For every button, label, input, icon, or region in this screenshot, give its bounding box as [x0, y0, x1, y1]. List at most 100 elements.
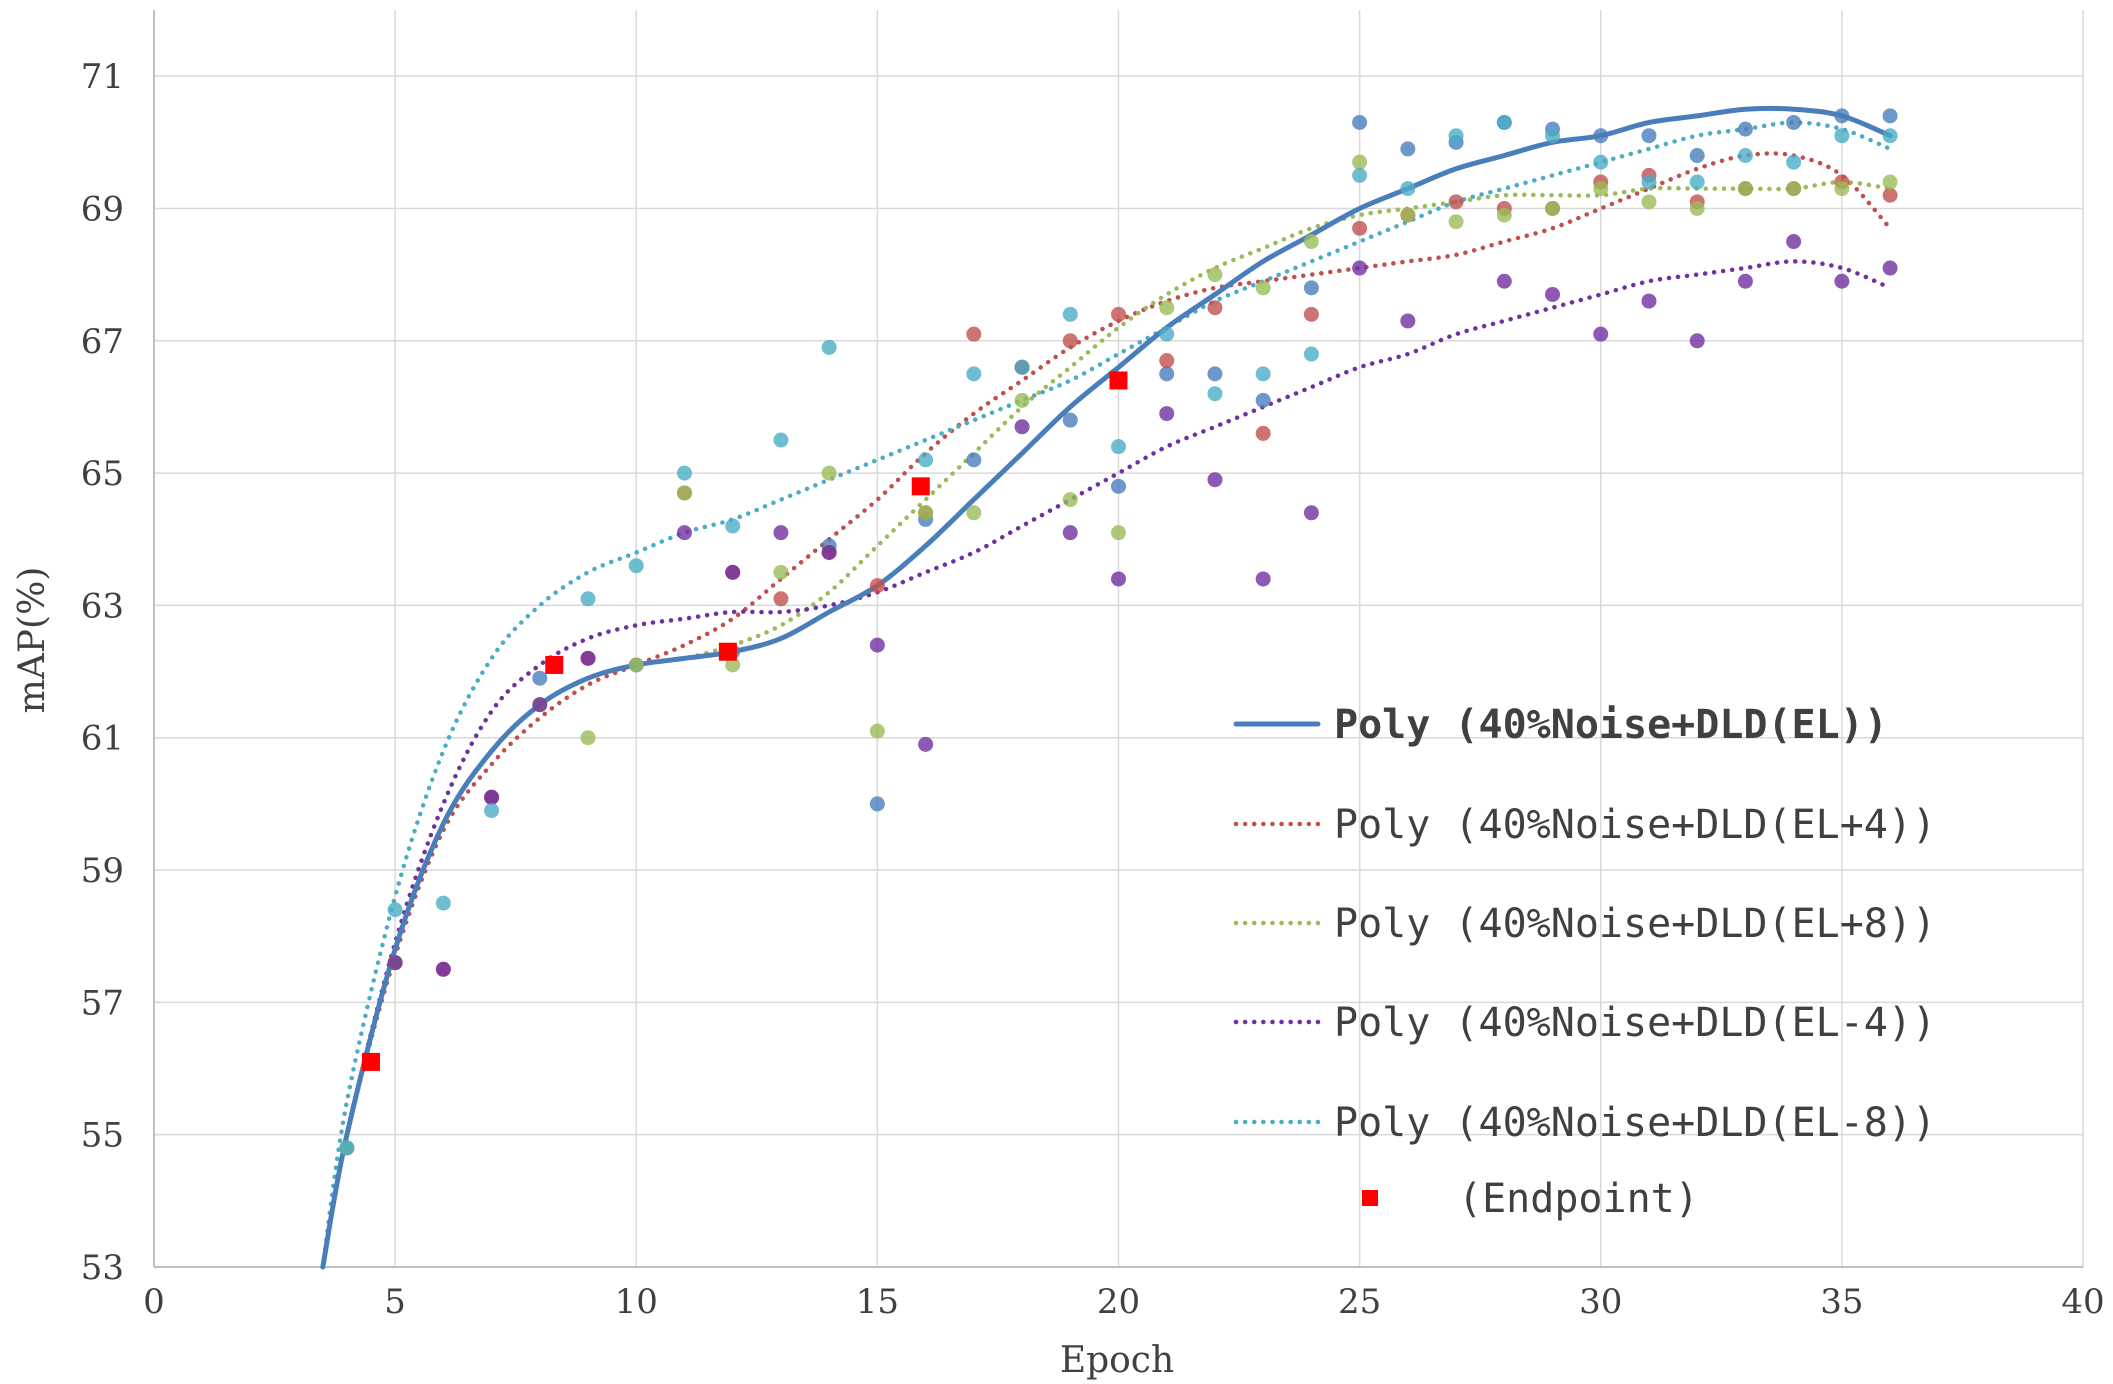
point-s0-14 [1207, 366, 1223, 382]
point-s4-19 [1352, 167, 1368, 183]
point-s1-13 [1111, 306, 1126, 322]
point-s3-19 [1400, 313, 1416, 329]
endpoint-marker-2 [718, 642, 737, 661]
point-s2-30 [1882, 174, 1898, 190]
point-s3-24 [1689, 333, 1705, 349]
y-tick-label-55: 55 [81, 1116, 124, 1156]
point-s1-16 [1255, 425, 1271, 441]
point-s4-11 [966, 366, 982, 382]
point-s3-25 [1737, 273, 1753, 289]
point-s0-26 [1786, 114, 1802, 130]
y-tick-label-53: 53 [81, 1248, 124, 1288]
y-tick-label-63: 63 [81, 586, 124, 626]
y-tick-label-61: 61 [81, 719, 124, 759]
point-s2-14 [1111, 525, 1126, 541]
y-tick-label-65: 65 [81, 454, 124, 494]
point-s0-15 [1255, 392, 1271, 408]
point-s4-13 [1062, 306, 1078, 322]
point-s2-10 [918, 505, 934, 521]
point-s4-17 [1255, 366, 1271, 382]
point-s3-11 [1014, 419, 1030, 435]
point-s3-6 [725, 564, 741, 580]
point-s2-12 [1014, 392, 1030, 408]
endpoint-marker-4 [1109, 371, 1128, 390]
x-tick-label-30: 30 [1579, 1282, 1622, 1322]
y-tick-label-67: 67 [81, 322, 124, 362]
grid [154, 10, 2084, 1267]
y-tick-label-69: 69 [81, 189, 124, 229]
x-tick-label-5: 5 [384, 1282, 406, 1322]
point-s3-9 [869, 637, 885, 653]
point-s4-10 [918, 452, 934, 468]
point-s2-8 [821, 465, 837, 481]
point-s3-22 [1593, 326, 1609, 342]
point-s1-10 [966, 326, 982, 342]
x-tick-label-0: 0 [143, 1282, 165, 1322]
point-s0-11 [1062, 412, 1078, 428]
point-s0-24 [1689, 148, 1705, 164]
endpoint-marker-3 [911, 477, 930, 496]
point-s3-20 [1496, 273, 1512, 289]
point-s2-6 [725, 657, 741, 673]
point-s0-9 [966, 452, 982, 468]
point-s3-8 [821, 544, 837, 560]
point-s2-27 [1737, 181, 1753, 197]
point-s1-17 [1303, 306, 1319, 322]
point-s2-23 [1545, 200, 1561, 216]
legend-label-s4: Poly (40%Noise+DLD(EL-8)) [1334, 1100, 1936, 1146]
point-s0-23 [1641, 128, 1657, 144]
legend: Poly (40%Noise+DLD(EL)) Poly (40%Noise+DL… [1233, 702, 1936, 1222]
point-s3-15 [1207, 472, 1223, 488]
point-s0-7 [869, 796, 885, 812]
point-s4-28 [1786, 154, 1802, 170]
legend-label-endpoint: (Endpoint) [1458, 1176, 1699, 1222]
point-s2-16 [1207, 267, 1223, 283]
endpoint-marker-1 [545, 655, 564, 674]
point-s3-7 [773, 525, 789, 541]
point-s2-9 [869, 723, 885, 739]
point-s2-5 [676, 485, 692, 501]
point-s4-2 [435, 895, 451, 911]
point-s0-17 [1352, 114, 1368, 130]
point-s4-26 [1689, 174, 1705, 190]
point-s3-16 [1255, 571, 1271, 587]
point-s3-26 [1786, 234, 1802, 250]
point-s3-18 [1352, 260, 1368, 276]
point-s4-9 [821, 339, 837, 355]
point-s3-28 [1882, 260, 1898, 276]
point-s2-25 [1641, 194, 1657, 210]
point-s0-18 [1400, 141, 1416, 157]
point-s3-5 [676, 525, 692, 541]
x-axis-title: Epoch [1060, 1340, 1174, 1381]
legend-label-s3: Poly (40%Noise+DLD(EL-4)) [1334, 1000, 1936, 1046]
endpoint-marker-0 [362, 1052, 381, 1071]
point-s4-18 [1303, 346, 1319, 362]
trend-line-s3 [320, 259, 1893, 1270]
point-s4-8 [773, 432, 789, 448]
point-s1-6 [773, 591, 789, 607]
point-s4-3 [484, 803, 500, 819]
point-s3-12 [1062, 525, 1078, 541]
point-s3-3 [532, 697, 548, 713]
point-s1-12 [1062, 333, 1078, 349]
point-s4-16 [1207, 386, 1223, 402]
point-s3-17 [1303, 505, 1319, 521]
point-s0-28 [1882, 108, 1898, 124]
legend-label-s2: Poly (40%Noise+DLD(EL+8)) [1334, 901, 1936, 947]
trend-lines [320, 105, 1893, 1270]
point-s2-7 [773, 564, 789, 580]
point-s2-18 [1303, 234, 1319, 250]
point-s2-11 [966, 505, 982, 521]
x-tick-label-20: 20 [1097, 1282, 1140, 1322]
point-s3-4 [580, 650, 596, 666]
x-tick-label-40: 40 [2061, 1282, 2104, 1322]
point-s4-20 [1400, 181, 1416, 197]
point-s2-19 [1352, 154, 1368, 170]
x-tick-label-10: 10 [615, 1282, 658, 1322]
x-tick-label-35: 35 [1820, 1282, 1863, 1322]
point-s4-12 [1014, 359, 1030, 375]
point-s3-0 [387, 955, 403, 971]
point-s3-1 [435, 961, 451, 977]
point-s4-25 [1641, 174, 1657, 190]
x-tick-label-25: 25 [1338, 1282, 1381, 1322]
